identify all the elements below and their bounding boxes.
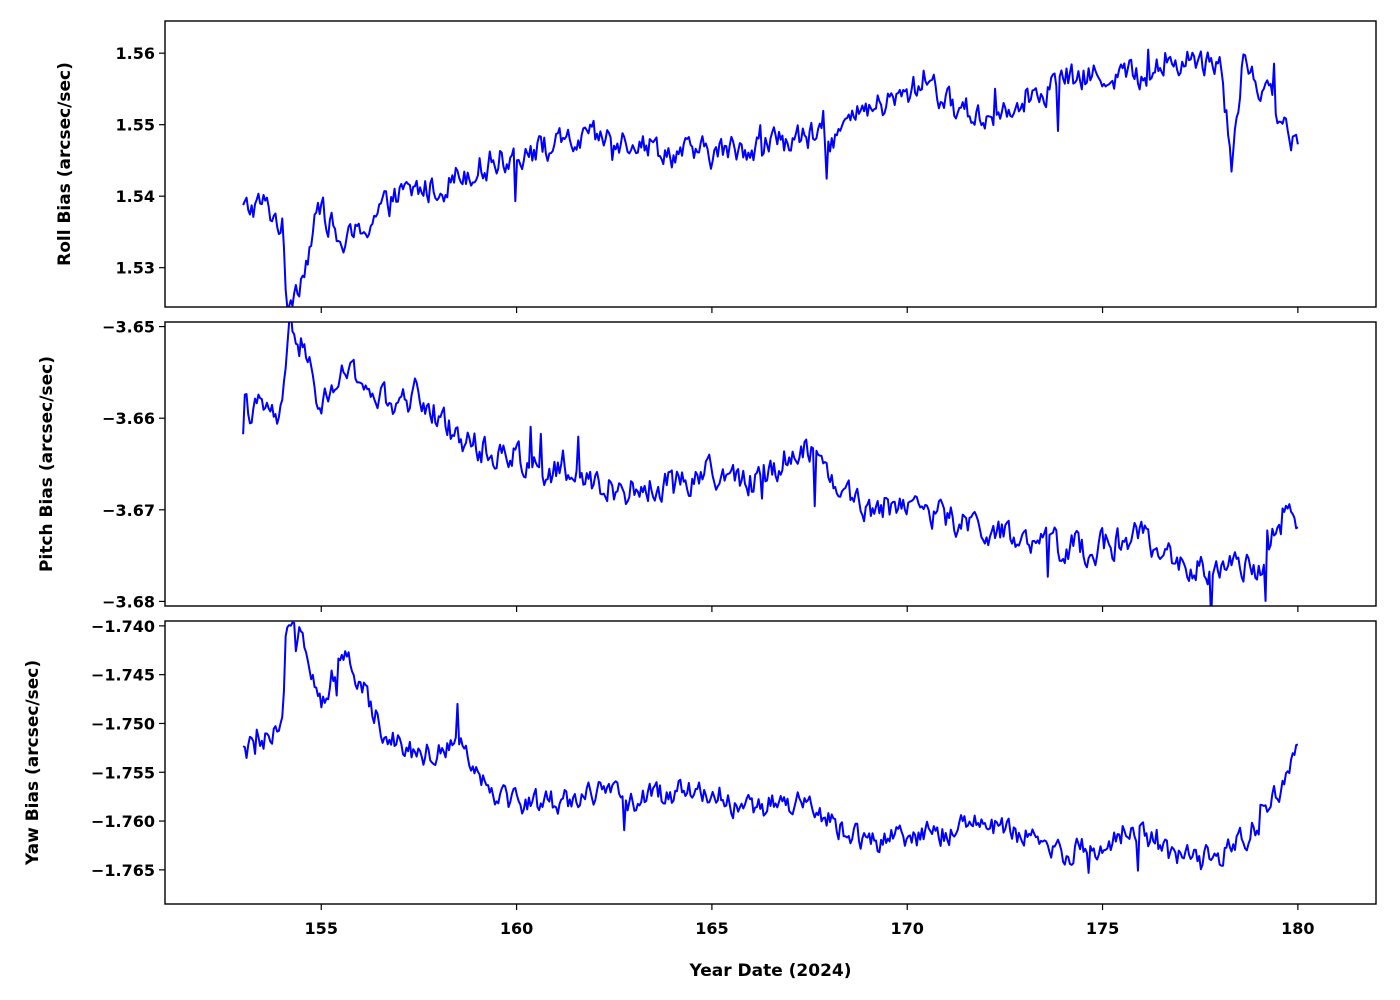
roll-panel: 1.53 1.54 1.55 1.56 Roll Bias (arcsec/sec) <box>55 20 1377 313</box>
yaw-ytick-label: −1.755 <box>91 763 155 782</box>
pitch-ytick-label: −3.66 <box>102 409 155 428</box>
yaw-xtick-label: 180 <box>1281 919 1314 938</box>
yaw-xtick-label: 160 <box>500 919 533 938</box>
yaw-bias-series-line <box>242 621 1299 874</box>
roll-ylabel: Roll Bias (arcsec/sec) <box>55 62 75 266</box>
pitch-ytick-label: −3.65 <box>102 318 155 337</box>
pitch-ytick-label: −3.68 <box>102 592 155 611</box>
roll-ytick-label: 1.54 <box>116 187 155 206</box>
roll-ytick-label: 1.55 <box>116 116 155 135</box>
roll-bias-series-line <box>242 48 1299 307</box>
yaw-ytick-label: −1.760 <box>91 812 155 831</box>
yaw-ytick-label: −1.765 <box>91 861 155 880</box>
pitch-panel: −3.68 −3.67 −3.66 −3.65 Pitch Bias (arcsec/s… <box>37 318 1377 612</box>
yaw-xtick-label: 175 <box>1086 919 1119 938</box>
pitch-ytick-label: −3.67 <box>102 501 155 520</box>
pitch-ylabel: Pitch Bias (arcsec/sec) <box>37 356 57 572</box>
roll-ytick-label: 1.53 <box>116 259 155 278</box>
yaw-ytick-label: −1.740 <box>91 617 155 636</box>
yaw-ytick-label: −1.745 <box>91 666 155 685</box>
roll-plot-frame <box>164 20 1377 308</box>
yaw-ylabel: Yaw Bias (arcsec/sec) <box>23 660 43 866</box>
yaw-plot-frame <box>164 620 1377 905</box>
yaw-xtick-label: 170 <box>891 919 924 938</box>
pitch-bias-series-line <box>242 322 1299 606</box>
yaw-panel: −1.765 −1.760 −1.755 −1.750 −1.745 −1.740 155 1… <box>23 617 1377 981</box>
xlabel: Year Date (2024) <box>688 961 851 981</box>
pitch-plot-frame <box>164 321 1377 607</box>
roll-ytick-label: 1.56 <box>116 44 155 63</box>
yaw-xtick-label: 155 <box>305 919 338 938</box>
yaw-xtick-label: 165 <box>695 919 728 938</box>
yaw-ytick-label: −1.750 <box>91 714 155 733</box>
